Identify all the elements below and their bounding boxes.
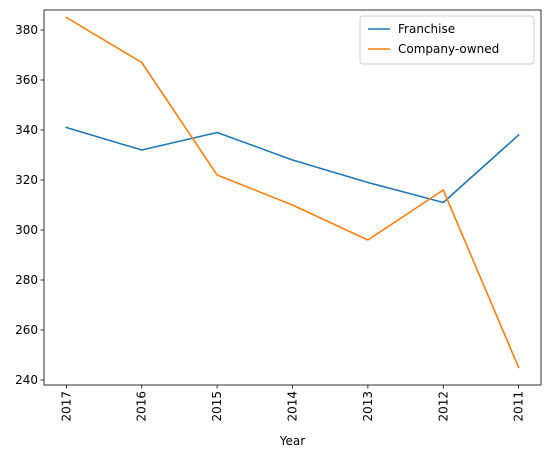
- y-tick-label: 280: [15, 273, 38, 287]
- y-tick-label: 340: [15, 123, 38, 137]
- x-tick-label: 2013: [361, 391, 375, 422]
- x-tick-label: 2015: [210, 391, 224, 422]
- y-axis: 240 260 280 300 320 340 360 380: [15, 23, 44, 387]
- x-tick-label: 2011: [512, 391, 526, 422]
- y-tick-label: 320: [15, 173, 38, 187]
- x-tick-label: 2014: [286, 391, 300, 422]
- legend: Franchise Company-owned: [359, 15, 535, 65]
- series-line-0: [65, 126, 520, 204]
- y-tick-label: 380: [15, 23, 38, 37]
- plot-area: [44, 10, 541, 385]
- y-tick-label: 260: [15, 323, 38, 337]
- y-tick-label: 360: [15, 73, 38, 87]
- series-layer: [65, 16, 520, 369]
- x-tick-label: 2017: [59, 391, 73, 422]
- legend-label-1: Company-owned: [398, 42, 499, 56]
- x-tick-label: 2012: [436, 391, 450, 422]
- legend-label-0: Franchise: [398, 22, 455, 36]
- series-line-1: [65, 16, 520, 369]
- legend-box: [359, 15, 535, 65]
- x-tick-label: 2016: [135, 391, 149, 422]
- y-tick-label: 300: [15, 223, 38, 237]
- x-axis: 2017 2016 2015 2014 2013 2012 2011: [59, 385, 526, 422]
- y-tick-label: 240: [15, 373, 38, 387]
- x-axis-title: Year: [279, 434, 305, 448]
